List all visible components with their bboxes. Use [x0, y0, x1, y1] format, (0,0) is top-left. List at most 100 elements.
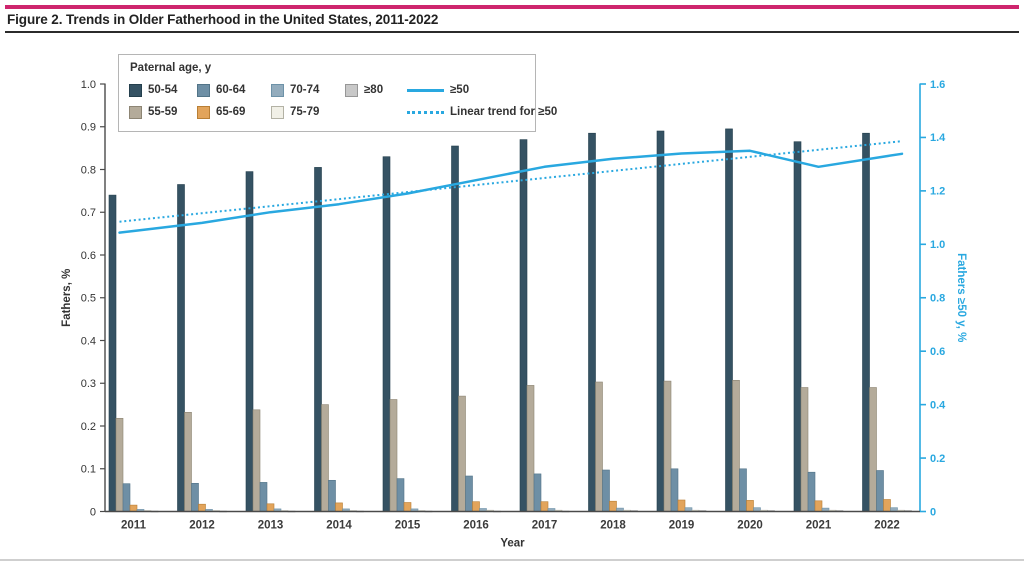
legend-item-50-54: 50-54 — [129, 79, 193, 101]
bar-50-54-2022 — [862, 132, 870, 512]
legend-item-70-74: 70-74 — [271, 79, 341, 101]
legend-label: 65-69 — [216, 106, 246, 118]
bar-65-69-2017 — [540, 501, 549, 512]
left-axis-title: Fathers, % — [61, 269, 73, 327]
x-tick-label-2018: 2018 — [600, 520, 626, 532]
left-tick-label: 1.0 — [81, 79, 96, 91]
bar-50-54-2014 — [314, 167, 322, 512]
bar-55-59-2021 — [800, 387, 809, 512]
x-axis-title: Year — [500, 538, 525, 550]
x-tick-label-2011: 2011 — [121, 520, 147, 532]
bar-65-69-2021 — [814, 500, 823, 512]
right-tick-label: 1.4 — [930, 132, 946, 144]
bar-55-59-2020 — [732, 379, 740, 512]
right-tick-label: 0.2 — [930, 453, 945, 465]
bar-55-59-2019 — [663, 380, 672, 512]
bar-60-64-2020 — [739, 468, 747, 512]
bar-55-59-2015 — [389, 399, 398, 512]
x-tick-label-2015: 2015 — [395, 520, 421, 532]
page-bottom-rule — [0, 559, 1024, 561]
legend-label: 60-64 — [216, 84, 246, 96]
x-tick-label-2014: 2014 — [326, 520, 352, 532]
bar-60-64-2015 — [396, 478, 405, 512]
bar-65-69-2022 — [883, 499, 891, 512]
figure-title: Figure 2. Trends in Older Fatherhood in … — [7, 12, 439, 27]
bar-60-64-2014 — [328, 479, 336, 512]
dotted-line-sample-icon — [407, 110, 444, 114]
left-tick-label: 0.8 — [81, 164, 96, 176]
bar-60-64-2018 — [602, 469, 610, 512]
legend-item-55-59: 55-59 — [129, 101, 193, 123]
bar-60-64-2022 — [876, 470, 884, 512]
legend-label: 70-74 — [290, 84, 320, 96]
bar-65-69-2015 — [403, 502, 412, 512]
bar-55-59-2011 — [115, 417, 124, 512]
bar-65-69-2019 — [677, 499, 686, 512]
trend-line-ge50 — [119, 140, 903, 223]
x-tick-label-2013: 2013 — [258, 520, 284, 532]
legend-swatch-60-64 — [197, 83, 210, 97]
bar-60-64-2011 — [122, 483, 131, 512]
legend-item-trend-line: Linear trend for ≥50 — [407, 101, 557, 123]
left-tick-label: 0.3 — [81, 378, 96, 390]
legend-item-75-79: 75-79 — [271, 101, 341, 123]
legend-item-≥80: ≥80 — [345, 79, 403, 101]
legend-label: Linear trend for ≥50 — [450, 106, 558, 118]
legend-swatch-≥80 — [345, 83, 358, 97]
left-tick-label: 0.1 — [81, 464, 96, 476]
left-tick-label: 0.9 — [81, 122, 96, 134]
bar-50-54-2019 — [656, 130, 665, 512]
bar-55-59-2016 — [458, 395, 466, 512]
left-tick-label: 0.6 — [81, 250, 96, 262]
bar-65-69-2012 — [198, 503, 206, 512]
right-tick-label: 0.4 — [930, 399, 946, 411]
x-tick-label-2017: 2017 — [532, 520, 558, 532]
legend-item-ge50-line: ≥50 — [407, 79, 557, 101]
bar-60-64-2017 — [533, 473, 542, 512]
bar-60-64-2021 — [807, 471, 816, 512]
left-tick-label: 0.4 — [81, 335, 96, 347]
solid-line-sample-icon — [407, 88, 444, 92]
left-tick-label: 0 — [90, 506, 96, 518]
bar-65-69-2013 — [266, 503, 275, 512]
legend-label: 50-54 — [148, 84, 178, 96]
title-rule — [5, 31, 1019, 33]
x-tick-label-2019: 2019 — [669, 520, 695, 532]
bar-50-54-2018 — [588, 132, 596, 512]
x-tick-label-2021: 2021 — [806, 520, 832, 532]
right-tick-label: 1.2 — [930, 186, 945, 198]
x-tick-label-2012: 2012 — [189, 520, 215, 532]
bar-50-54-2013 — [245, 171, 254, 512]
legend-swatch-65-69 — [197, 105, 210, 119]
bar-60-64-2013 — [259, 482, 268, 512]
bar-55-59-2012 — [184, 411, 192, 512]
right-axis-title: Fathers ≥50 y, % — [955, 253, 967, 342]
bar-60-64-2012 — [191, 482, 199, 512]
bar-65-69-2020 — [746, 500, 754, 512]
chart-legend: Paternal age, y 50-54 55-59 60-64 65-69 70-7… — [118, 54, 557, 132]
bar-55-59-2018 — [595, 381, 603, 512]
right-tick-label: 1.0 — [930, 239, 945, 251]
legend-label: ≥80 — [364, 84, 384, 96]
x-tick-label-2022: 2022 — [874, 520, 900, 532]
bar-60-64-2019 — [670, 468, 679, 512]
bar-50-54-2017 — [519, 139, 528, 512]
bar-65-69-2018 — [609, 500, 617, 512]
legend-title: Paternal age, y — [130, 62, 212, 74]
bar-65-69-2014 — [335, 502, 343, 512]
bar-50-54-2016 — [451, 145, 459, 512]
left-tick-label: 0.2 — [81, 421, 96, 433]
bar-50-54-2015 — [382, 156, 391, 512]
jama-accent-bar — [5, 5, 1019, 9]
x-tick-label-2016: 2016 — [463, 520, 489, 532]
bar-65-69-2011 — [129, 504, 138, 512]
bar-50-54-2021 — [793, 141, 802, 512]
bar-55-59-2014 — [321, 404, 329, 512]
legend-swatch-50-54 — [129, 83, 142, 97]
legend-swatch-75-79 — [271, 105, 284, 119]
chart-legend-grid: 50-54 55-59 60-64 65-69 70-74 75-79 ≥80 ≥50 Line… — [129, 79, 557, 123]
right-tick-label: 1.6 — [930, 79, 945, 91]
legend-swatch-55-59 — [129, 105, 142, 119]
